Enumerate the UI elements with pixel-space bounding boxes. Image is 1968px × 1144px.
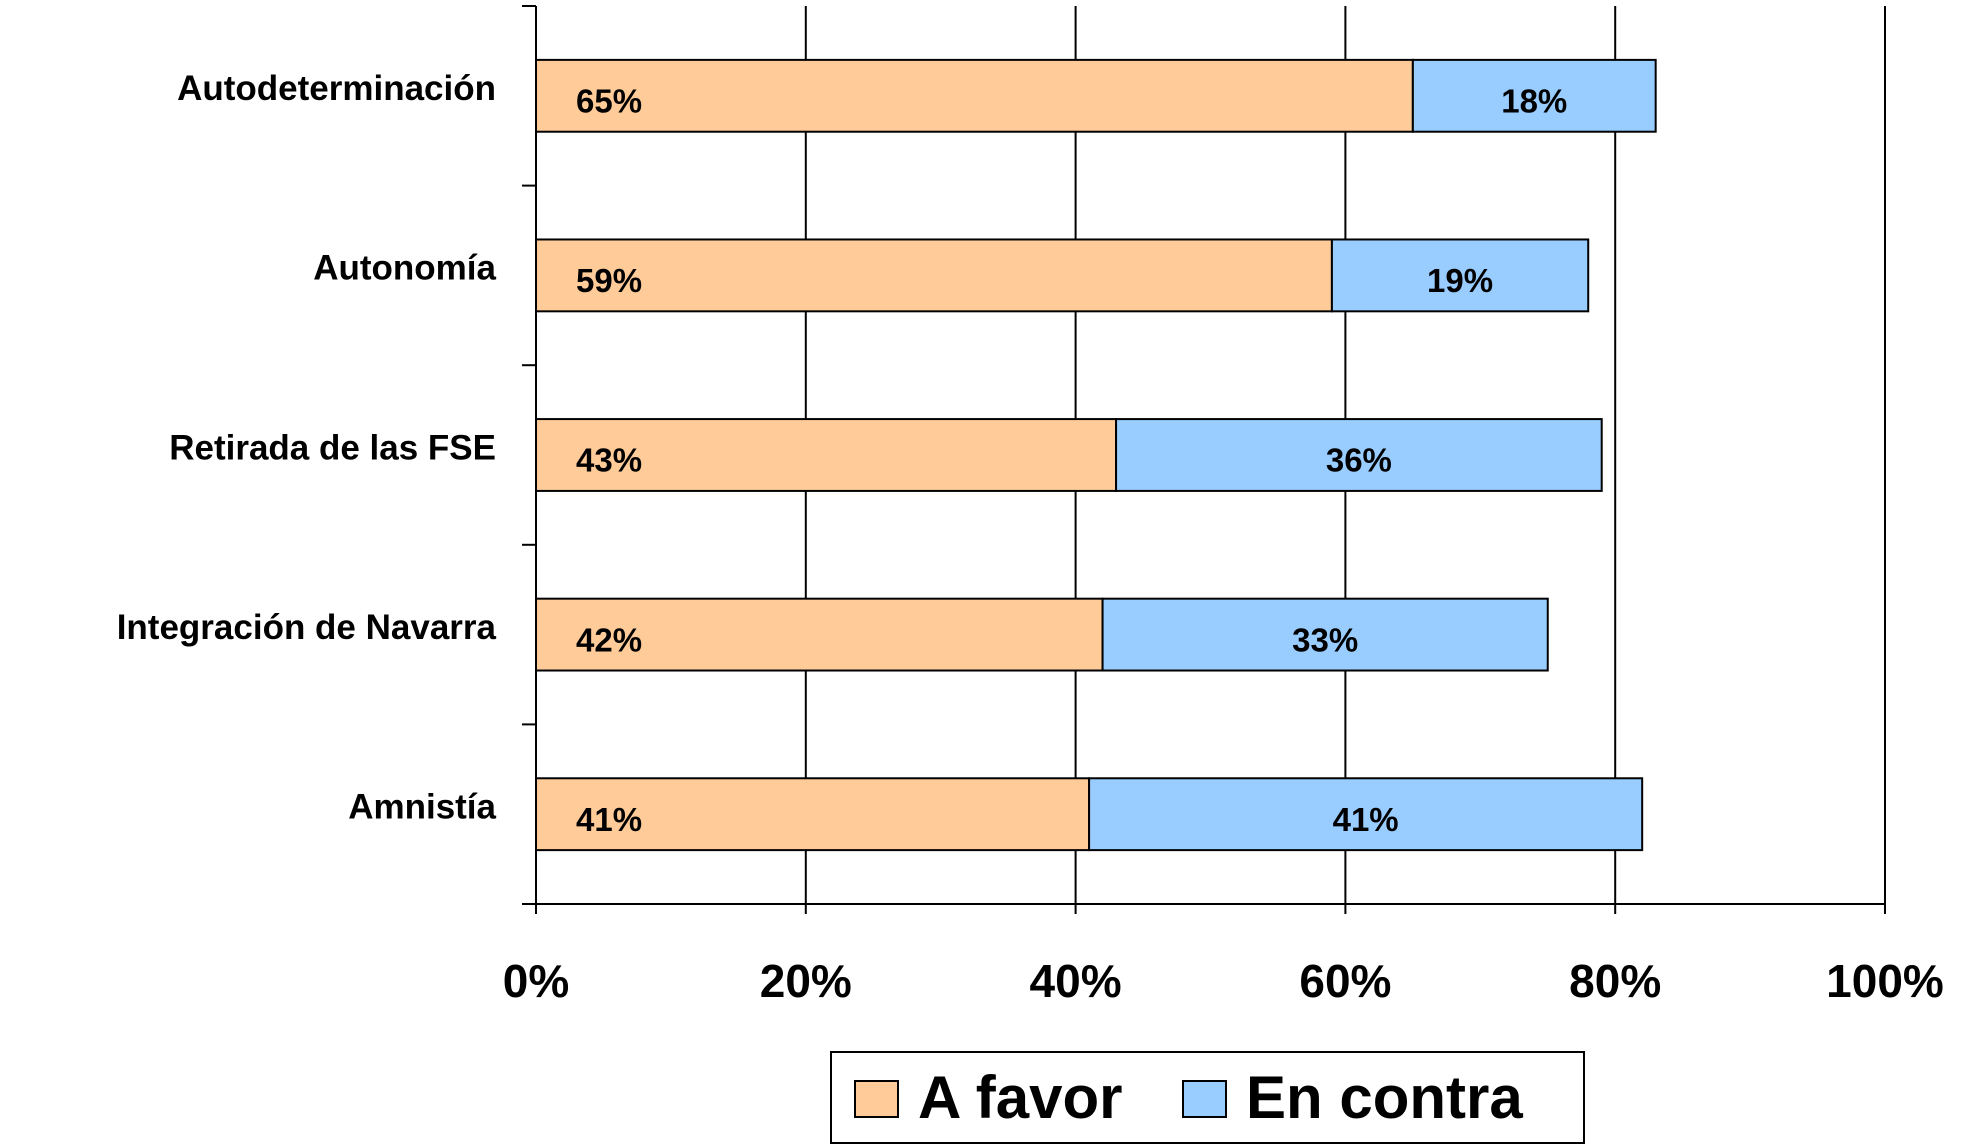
legend-swatch <box>1182 1080 1227 1118</box>
data-label: 41% <box>576 801 642 838</box>
y-tick-label: Retirada de las FSE <box>169 428 496 467</box>
x-tick-label: 100% <box>1826 955 1944 1007</box>
data-label: 59% <box>576 262 642 299</box>
x-tick-label: 20% <box>760 955 852 1007</box>
bar-segment <box>535 238 1333 313</box>
data-label: 19% <box>1427 262 1493 299</box>
data-label: 18% <box>1501 83 1567 120</box>
y-tick-label: Autodeterminación <box>177 69 496 108</box>
bar-segment <box>1411 58 1657 133</box>
legend-label: A favor <box>918 1064 1123 1131</box>
y-tick-label: Amnistía <box>348 787 496 826</box>
bar-segment <box>535 418 1118 492</box>
x-tick-label: 0% <box>503 955 569 1007</box>
data-label: 43% <box>576 442 642 479</box>
x-tick-label: 60% <box>1299 955 1391 1007</box>
legend-label: En contra <box>1246 1064 1523 1131</box>
legend-swatch <box>854 1080 899 1118</box>
bar-segment <box>1330 238 1590 313</box>
data-label: 65% <box>576 83 642 120</box>
data-label: 36% <box>1326 442 1392 479</box>
data-label: 42% <box>576 621 642 658</box>
bar-segment <box>1101 597 1549 672</box>
bar-segment <box>535 58 1414 133</box>
bar-segment <box>1115 418 1603 492</box>
data-label: 41% <box>1333 801 1399 838</box>
x-tick-label: 80% <box>1569 955 1661 1007</box>
y-tick-label: Autonomía <box>313 249 496 288</box>
data-label: 33% <box>1292 621 1358 658</box>
x-tick-label: 40% <box>1030 955 1122 1007</box>
y-tick-label: Integración de Navarra <box>117 608 497 647</box>
bar-segment <box>1088 777 1644 852</box>
